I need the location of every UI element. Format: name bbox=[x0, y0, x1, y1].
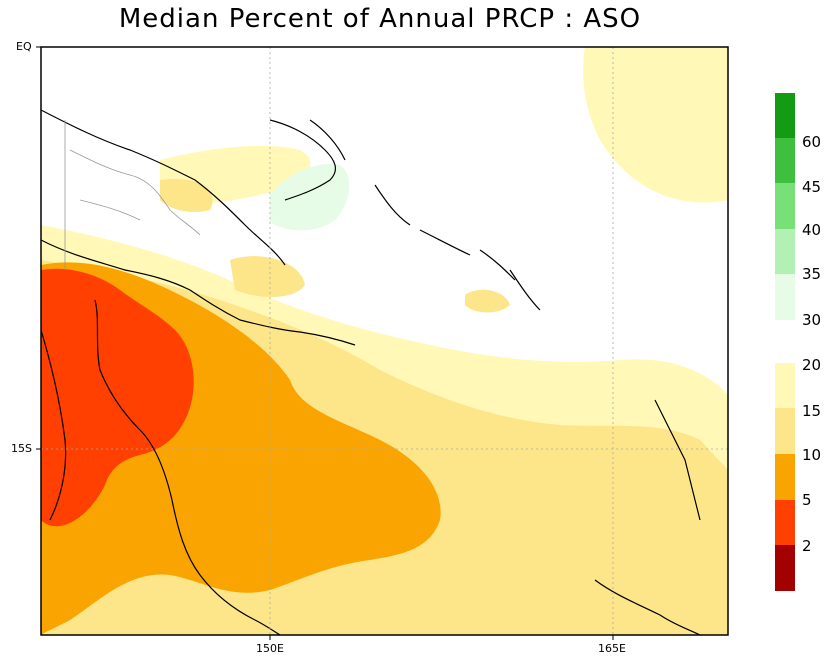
colorbar-label-35: 35 bbox=[802, 265, 822, 283]
y-tick-15s: 15S bbox=[11, 442, 32, 455]
colorbar-upper-box-3 bbox=[775, 229, 795, 274]
coastlines bbox=[41, 109, 701, 635]
colorbar-label-5: 5 bbox=[802, 491, 812, 509]
field-10-15-ne bbox=[160, 179, 213, 212]
colorbar-lower-box-2 bbox=[775, 454, 795, 500]
colorbar-label-40: 40 bbox=[802, 221, 822, 239]
field-10-15-island bbox=[465, 289, 510, 313]
graticule bbox=[41, 47, 728, 635]
y-tick-eq: EQ bbox=[16, 40, 32, 53]
colorbar-upper-box-2 bbox=[775, 183, 795, 229]
x-tick-150e: 150E bbox=[256, 642, 284, 655]
colorbar-label-45: 45 bbox=[802, 178, 822, 196]
field-15-20-ne bbox=[583, 47, 728, 203]
colorbar-upper-box-1 bbox=[775, 138, 795, 183]
colorbar-lower-box-0 bbox=[775, 363, 795, 408]
colorbar-label-10: 10 bbox=[802, 446, 822, 464]
field-10-15-png2 bbox=[230, 256, 305, 297]
colorbar-upper-box-0 bbox=[775, 93, 795, 138]
colorbar-label-20: 20 bbox=[802, 356, 822, 374]
field-2-5 bbox=[41, 268, 194, 527]
colorbar-label-60: 60 bbox=[802, 133, 822, 151]
colorbar-label-30: 30 bbox=[802, 311, 822, 329]
x-tick-165e: 165E bbox=[598, 642, 626, 655]
map-title: Median Percent of Annual PRCP : ASO bbox=[118, 4, 642, 34]
colorbar-lower-box-3 bbox=[775, 500, 795, 545]
colorbar-label-15: 15 bbox=[802, 402, 822, 420]
colorbar-lower-box-4 bbox=[775, 545, 795, 591]
colorbar-lower-box-1 bbox=[775, 408, 795, 454]
colorbar-label-2: 2 bbox=[802, 537, 812, 555]
colorbar-upper-box-4 bbox=[775, 274, 795, 320]
map-frame bbox=[40, 46, 729, 636]
borders bbox=[64, 120, 201, 270]
ticks bbox=[36, 46, 614, 640]
